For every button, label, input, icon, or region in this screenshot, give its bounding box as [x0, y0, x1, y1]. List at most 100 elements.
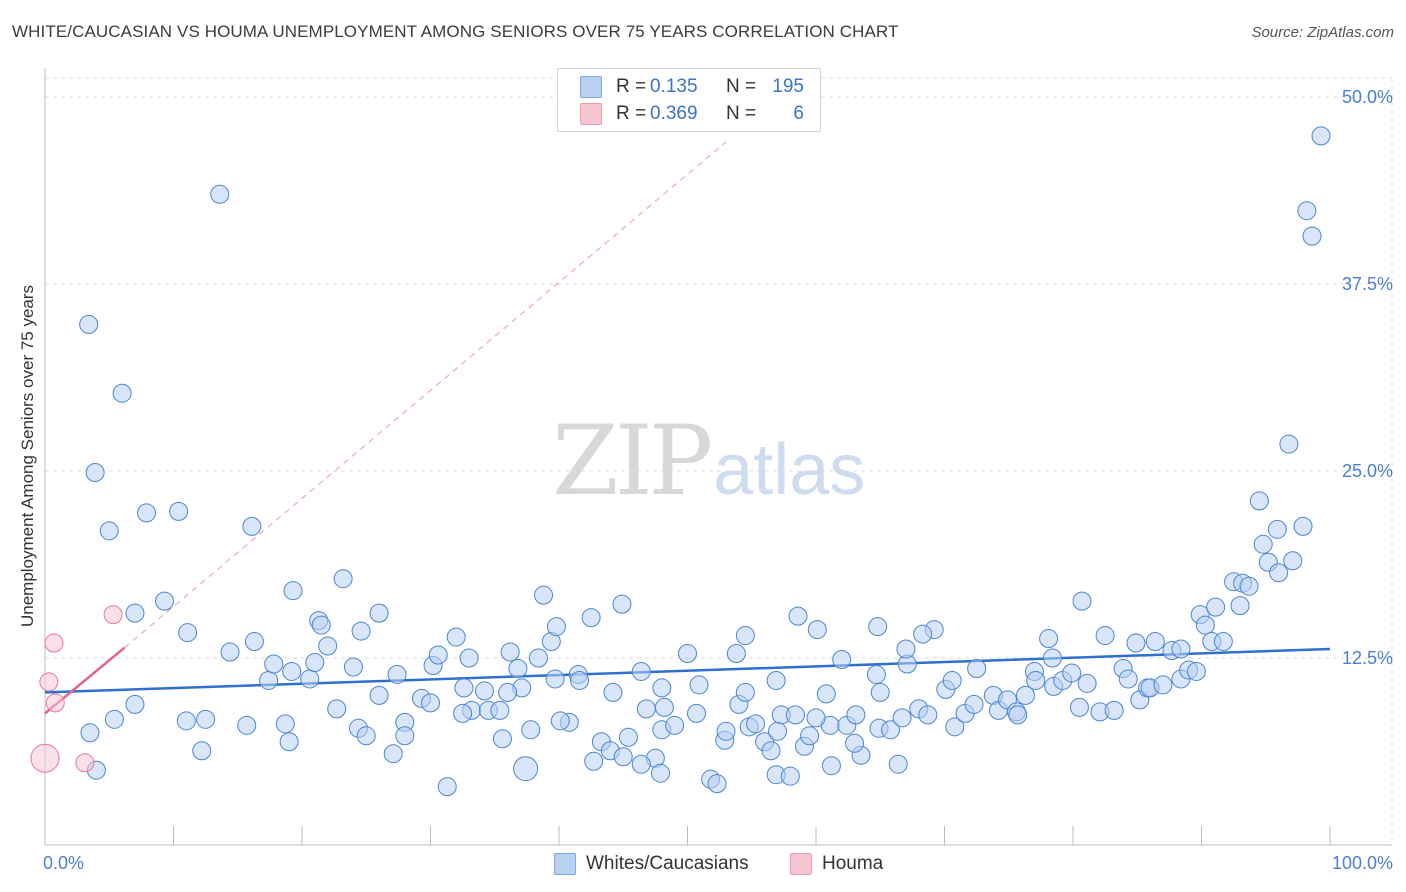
point-whites [603, 682, 623, 702]
legend-item-houma[interactable]: Houma [790, 851, 883, 877]
point-whites [80, 723, 100, 743]
point-whites [264, 654, 284, 674]
point-whites [967, 658, 987, 678]
trend-line-whites [44, 647, 1331, 694]
point-whites [806, 708, 826, 728]
trend-lines [44, 141, 1331, 715]
point-whites [351, 621, 371, 641]
point-whites [1267, 519, 1287, 539]
point-whites [1072, 591, 1092, 611]
point-whites [665, 715, 685, 735]
point-whites [453, 703, 473, 723]
point-whites [210, 184, 230, 204]
point-whites [807, 620, 827, 640]
point-whites [437, 777, 457, 797]
point-whites [1302, 226, 1322, 246]
point-whites [1293, 516, 1313, 536]
point-whites [1186, 661, 1206, 681]
point-houma [39, 672, 59, 692]
point-whites [612, 594, 632, 614]
point-whites [300, 669, 320, 689]
point-whites [654, 697, 674, 717]
point-whites [1195, 615, 1215, 635]
point-whites [343, 657, 363, 677]
point-whites [318, 636, 338, 656]
point-whites [651, 763, 671, 783]
point-whites [868, 617, 888, 637]
point-whites [1269, 563, 1289, 583]
point-whites [678, 644, 697, 664]
legend-n-label: N = [726, 103, 757, 124]
point-whites [528, 648, 548, 668]
point-whites [369, 685, 389, 705]
legend-swatch-houma [790, 853, 812, 875]
point-whites [788, 606, 808, 626]
point-whites [192, 741, 212, 761]
point-whites [369, 603, 389, 623]
point-whites [686, 703, 706, 723]
point-whites [79, 314, 99, 334]
point-whites [1297, 201, 1317, 221]
point-whites [125, 603, 145, 623]
point-whites [631, 754, 651, 774]
point-whites [870, 682, 890, 702]
point-whites [1230, 596, 1250, 616]
point-whites [169, 501, 189, 521]
x-tick-label: 100.0% [1332, 853, 1393, 873]
point-whites [913, 624, 933, 644]
y-tick-label: 12.5% [1342, 648, 1393, 668]
point-houma [45, 693, 65, 713]
point-whites [707, 774, 727, 794]
x-tick-label: 0.0% [43, 853, 84, 873]
point-whites [1206, 597, 1226, 617]
point-whites [896, 639, 916, 659]
point-whites [383, 744, 403, 764]
point-whites [689, 675, 709, 695]
point-whites [1249, 491, 1269, 511]
point-whites [652, 678, 672, 698]
point-whites [581, 608, 601, 628]
point-whites [1239, 576, 1259, 596]
point-whites [1069, 697, 1089, 717]
point-whites [1039, 629, 1059, 649]
point-whites [550, 711, 570, 731]
legend-swatch-whites [554, 853, 576, 875]
point-whites [918, 705, 938, 725]
point-whites [636, 699, 656, 719]
data-points [30, 126, 1331, 797]
point-whites [155, 591, 175, 611]
point-whites [311, 615, 331, 635]
legend-r-value: 0.369 [650, 103, 698, 124]
chart-title: WHITE/CAUCASIAN VS HOUMA UNEMPLOYMENT AM… [12, 22, 899, 41]
legend-r-label: R = [616, 103, 647, 124]
y-tick-label: 37.5% [1342, 274, 1393, 294]
point-whites [618, 727, 638, 747]
point-whites [446, 627, 466, 647]
point-whites [513, 756, 539, 782]
point-whites [178, 623, 198, 643]
point-whites [746, 714, 766, 734]
point-whites [881, 720, 901, 740]
point-houma [44, 633, 64, 653]
legend-item-whites[interactable]: Whites/Caucasians [554, 851, 749, 877]
point-whites [570, 670, 590, 690]
point-whites [137, 503, 157, 523]
point-whites [726, 644, 746, 664]
point-whites [1153, 675, 1173, 695]
tick-labels: 12.5% 25.0% 37.5% 50.0% 0.0% 100.0% Unemployme… [18, 87, 1393, 873]
legend-row-whites: R = 0.135 N = 195 [580, 74, 804, 100]
point-whites [244, 632, 264, 652]
point-whites [1126, 633, 1146, 653]
y-tick-label: 50.0% [1342, 87, 1393, 107]
point-whites [474, 681, 494, 701]
point-whites [104, 709, 124, 729]
point-whites [845, 733, 865, 753]
point-whites [534, 585, 554, 605]
point-whites [454, 678, 474, 698]
point-whites [356, 726, 376, 746]
legend-n-value: 6 [793, 103, 804, 124]
stats-legend: R = 0.135 N = 195 R = 0.369 N = 6 [557, 68, 821, 132]
legend-r-value: 0.135 [650, 76, 698, 97]
point-whites [942, 670, 962, 690]
point-whites [631, 661, 651, 681]
